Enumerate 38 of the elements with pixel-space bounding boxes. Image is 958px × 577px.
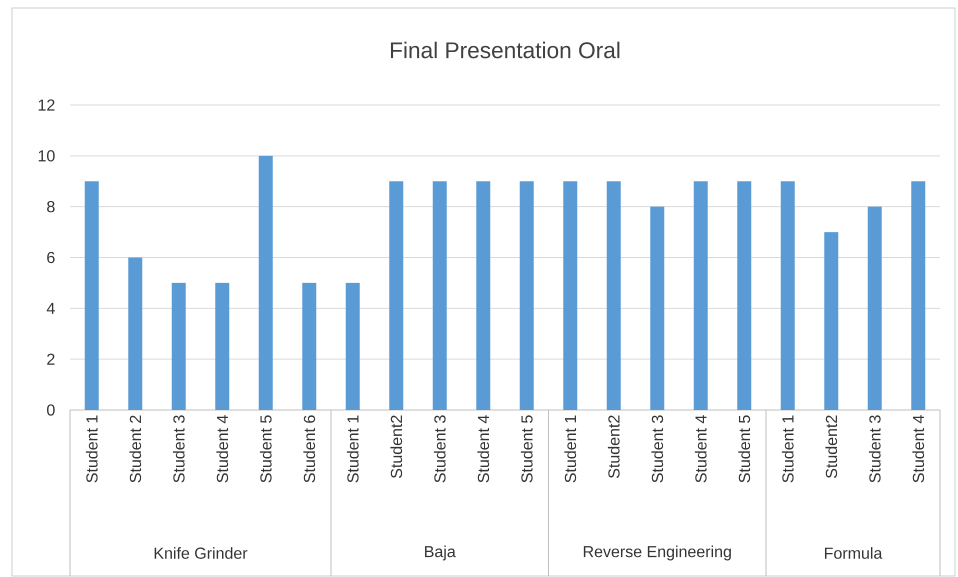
y-tick-label: 4 xyxy=(46,302,55,314)
x-tick-label: Student 3 xyxy=(868,415,881,482)
bar xyxy=(258,156,273,410)
chart-title: Final Presentation Oral xyxy=(390,42,620,58)
x-tick-label: Student 4 xyxy=(477,415,490,482)
x-tick-label: Student2 xyxy=(825,416,838,478)
y-tick-label: 2 xyxy=(47,354,54,365)
bar xyxy=(84,181,99,410)
y-tick-label: 12 xyxy=(38,99,54,111)
x-axis-title: Baja xyxy=(425,546,456,560)
x-tick-label: Student 3 xyxy=(172,415,185,482)
x-tick-label: Student 4 xyxy=(912,415,924,482)
x-tick-label: Student2 xyxy=(390,416,402,478)
x-tick-label: Student 3 xyxy=(651,415,664,482)
x-tick-label: Student 1 xyxy=(86,416,98,482)
x-tick-label: Student 1 xyxy=(782,416,794,482)
x-tick-label: Student 1 xyxy=(564,416,576,482)
bar xyxy=(302,282,316,410)
x-axis-title: Formula xyxy=(824,547,882,559)
x-tick-label: Student 5 xyxy=(738,415,750,482)
x-tick-label: Student 1 xyxy=(346,416,359,482)
x-tick-label: Student 5 xyxy=(260,415,272,482)
x-tick-label: Student 5 xyxy=(520,415,533,482)
bar xyxy=(172,282,186,410)
x-tick-label: Student 3 xyxy=(434,415,446,482)
y-tick-label: 6 xyxy=(47,252,55,264)
x-axis-title: Reverse Engineering xyxy=(584,546,731,560)
x-tick-label: Student2 xyxy=(608,416,620,478)
x-tick-label: Student 4 xyxy=(694,415,707,482)
x-axis-title: Knife Grinder xyxy=(154,547,248,559)
y-tick-label: 8 xyxy=(47,200,55,212)
x-tick-label: Student 2 xyxy=(129,416,142,482)
bar xyxy=(215,282,230,410)
bar xyxy=(128,257,142,410)
x-tick-label: Student 4 xyxy=(216,415,228,482)
x-tick-label: Student 6 xyxy=(303,415,316,482)
y-tick-label: 0 xyxy=(47,404,55,416)
y-tick-label: 10 xyxy=(38,150,55,162)
